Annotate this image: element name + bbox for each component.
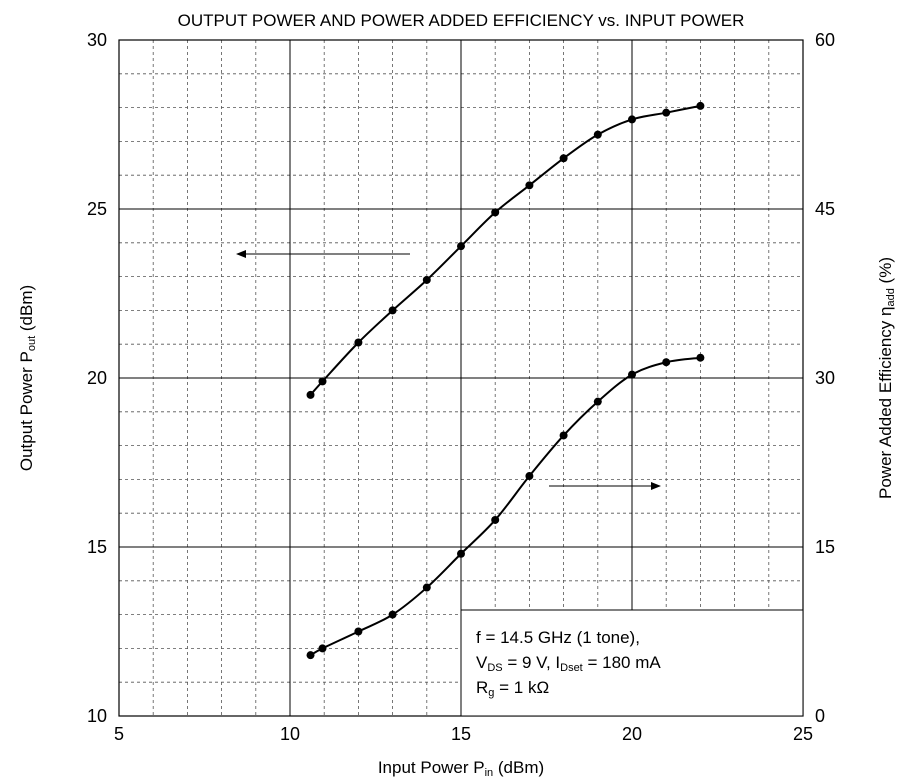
y-right-tick-label: 30 — [815, 368, 835, 388]
x-tick-label: 5 — [114, 724, 124, 744]
series-line — [309, 104, 701, 396]
y-right-tick-label: 15 — [815, 537, 835, 557]
y-right-tick-labels: 0 15 30 45 60 — [815, 30, 835, 726]
series-output-power — [306, 101, 705, 399]
x-axis-label: Input Power Pin (dBm) — [378, 758, 544, 779]
data-point — [662, 108, 671, 117]
y-left-tick-label: 20 — [87, 368, 107, 388]
chart-title: OUTPUT POWER AND POWER ADDED EFFICIENCY … — [178, 11, 745, 30]
x-tick-label: 25 — [793, 724, 813, 744]
data-point — [559, 154, 568, 163]
data-point — [306, 390, 315, 399]
data-point — [318, 644, 327, 653]
annotation-line-2: VDS = 9 V, IDset = 180 mA — [476, 653, 661, 674]
y-right-tick-label: 60 — [815, 30, 835, 50]
series-layer — [306, 101, 705, 660]
data-point — [388, 610, 397, 619]
x-tick-label: 15 — [451, 724, 471, 744]
y-left-tick-label: 10 — [87, 706, 107, 726]
data-point — [422, 583, 431, 592]
y-right-tick-label: 45 — [815, 199, 835, 219]
annotation-line-1: f = 14.5 GHz (1 tone), — [476, 628, 640, 647]
data-point — [696, 101, 705, 110]
data-point — [422, 275, 431, 284]
major-gridlines — [119, 40, 803, 716]
data-point — [593, 130, 602, 139]
data-point — [662, 358, 671, 367]
data-point — [491, 208, 500, 217]
series-efficiency — [306, 353, 705, 660]
data-point — [491, 515, 500, 524]
y-left-tick-label: 15 — [87, 537, 107, 557]
y-left-tick-labels: 10 15 20 25 30 — [87, 30, 107, 726]
data-point — [388, 306, 397, 315]
data-point — [696, 353, 705, 362]
data-point — [593, 397, 602, 406]
x-tick-label: 20 — [622, 724, 642, 744]
data-point — [628, 370, 636, 379]
annotation-box-frame — [460, 609, 804, 717]
y-right-axis-label: Power Added Efficiency ηadd (%) — [876, 257, 897, 499]
data-point — [457, 549, 465, 558]
y-left-tick-label: 25 — [87, 199, 107, 219]
data-point — [628, 115, 636, 124]
data-point — [457, 242, 465, 251]
data-point — [559, 431, 568, 440]
data-point — [525, 472, 534, 481]
y-left-axis-label: Output Power Pout (dBm) — [17, 285, 38, 471]
y-left-tick-label: 30 — [87, 30, 107, 50]
data-point — [525, 181, 534, 190]
x-tick-labels: 5 10 15 20 25 — [114, 724, 813, 744]
data-point — [354, 627, 363, 636]
data-point — [306, 651, 315, 660]
annotation-line-3: Rg = 1 kΩ — [476, 678, 549, 699]
y-right-tick-label: 0 — [815, 706, 825, 726]
data-point — [318, 377, 327, 386]
annotation-box: f = 14.5 GHz (1 tone), VDS = 9 V, IDset … — [460, 609, 804, 717]
x-tick-label: 10 — [280, 724, 300, 744]
data-point — [354, 338, 363, 347]
